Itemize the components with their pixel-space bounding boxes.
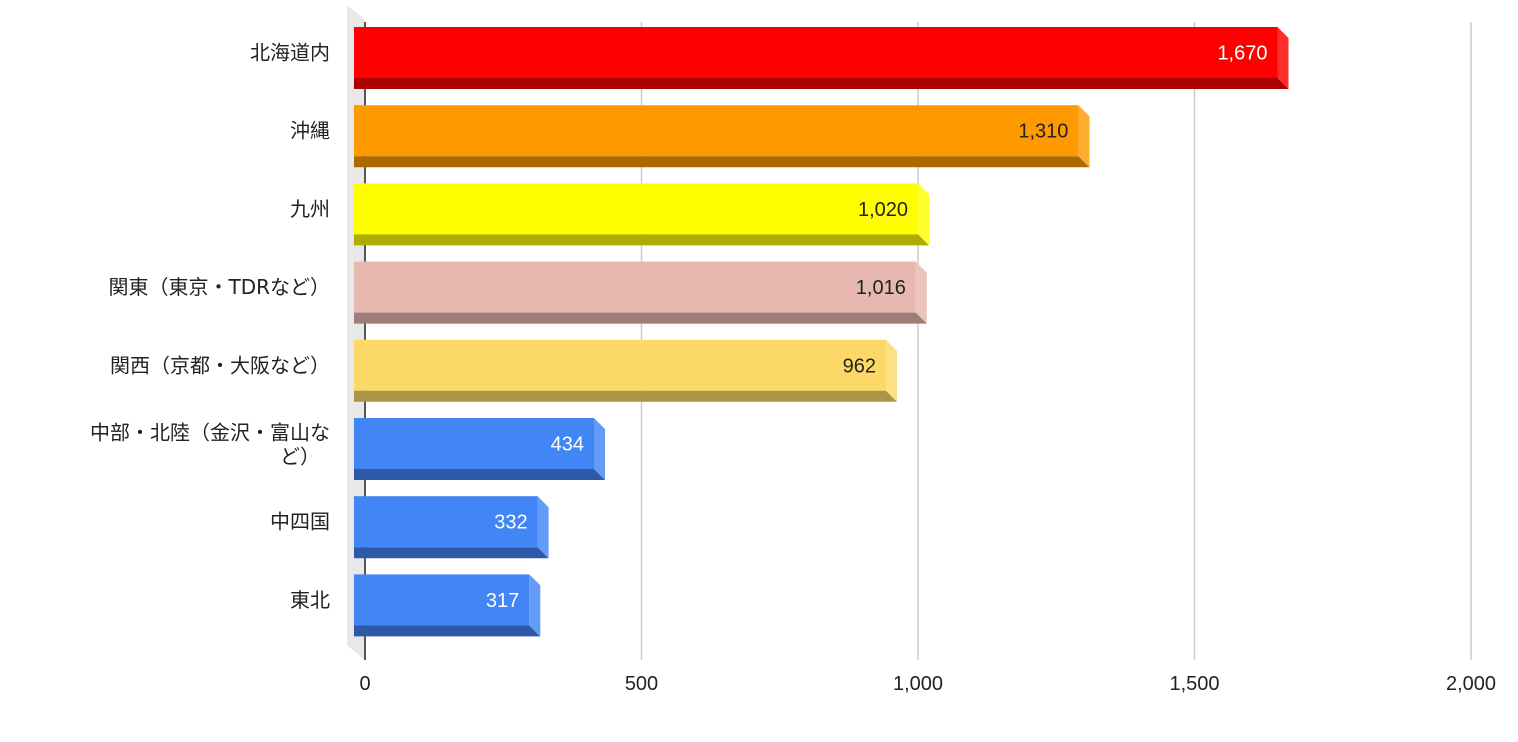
bar-bottom-face (354, 469, 606, 480)
category-label: 関東（東京・TDRなど） (108, 275, 330, 299)
bar: 1,016 (354, 261, 927, 324)
category-label: 東北 (290, 588, 330, 612)
bar-value-label: 1,016 (856, 277, 906, 299)
bar-value-label: 434 (551, 434, 584, 456)
category-label: 関西（京都・大阪など） (110, 353, 330, 377)
bar-front (354, 183, 919, 235)
bar-value-label: 332 (494, 512, 527, 534)
bar-bottom-face (354, 547, 549, 559)
category-label: 中部・北陸（金沢・富山など） (90, 421, 330, 469)
bar-front (354, 418, 595, 469)
x-tick-labels: 0 500 1,000 1,500 2,000 (359, 673, 1496, 695)
category-label: 北海道内 (250, 41, 330, 65)
bar: 332 (354, 496, 549, 559)
bar-side-face (918, 183, 930, 246)
bar-side-face (537, 496, 549, 559)
chart-side-wall (347, 5, 365, 660)
bar: 1,020 (354, 183, 930, 246)
bar-value-label: 1,020 (858, 199, 908, 221)
bar-side-face (1078, 105, 1090, 168)
bar-front (354, 496, 538, 548)
bar-front (354, 574, 530, 626)
x-tick-label: 1,500 (1169, 673, 1219, 695)
bar-front (354, 105, 1079, 157)
bar: 434 (354, 418, 606, 480)
bar-value-label: 1,670 (1217, 43, 1267, 65)
bar-side-face (529, 574, 541, 637)
bar-side-face (915, 261, 927, 324)
chart-floor (347, 5, 365, 660)
bar-bottom-face (354, 390, 897, 402)
bar-value-label: 317 (486, 590, 519, 612)
bar-side-face (594, 418, 606, 480)
category-label: 沖縄 (290, 119, 330, 143)
bar: 962 (354, 339, 897, 402)
category-label: 中四国 (270, 510, 330, 534)
bar: 1,310 (354, 105, 1090, 168)
x-tick-label: 2,000 (1446, 673, 1496, 695)
x-tick-label: 0 (359, 673, 370, 695)
bar-bottom-face (354, 312, 927, 324)
x-tick-label: 500 (625, 673, 658, 695)
x-tick-label: 1,000 (893, 673, 943, 695)
bar-bottom-face (354, 156, 1090, 168)
bar-side-face (1277, 27, 1289, 89)
bar-value-label: 1,310 (1018, 121, 1068, 143)
bar-front (354, 27, 1278, 78)
bar-bottom-face (354, 625, 541, 637)
bar-front (354, 261, 916, 313)
bar-side-face (885, 339, 897, 402)
bar-front (354, 339, 886, 391)
bar-bottom-face (354, 78, 1289, 89)
category-label: 九州 (290, 197, 330, 221)
bar: 317 (354, 574, 541, 637)
bar-bottom-face (354, 234, 930, 246)
bars: 1,670 1,310 1,020 1,016 962 434 332 317 (354, 27, 1289, 637)
bar: 1,670 (354, 27, 1289, 89)
bar-value-label: 962 (843, 355, 876, 377)
